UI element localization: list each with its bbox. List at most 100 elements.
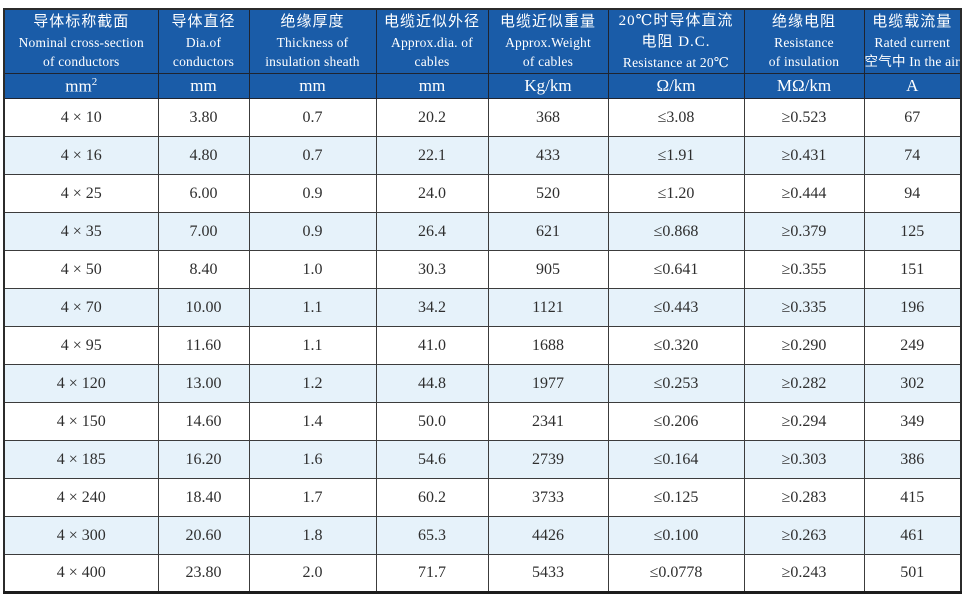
table-cell: ≥0.282 xyxy=(743,364,865,403)
table-cell: ≤1.20 xyxy=(607,174,745,213)
table-cell: 461 xyxy=(863,516,962,555)
header-line: insulation sheath xyxy=(265,54,360,69)
table-row: 4 × 120 13.00 1.2 44.8 1977 ≤0.253 ≥0.282 302 xyxy=(3,364,962,403)
header-cell-7: 电缆载流量 Rated current 空气中 In the air xyxy=(863,8,962,74)
header-cell-2: 绝缘厚度 Thickness of insulation sheath xyxy=(248,8,377,74)
table-cell: 0.9 xyxy=(248,212,377,251)
table-cell: 3.80 xyxy=(157,98,250,137)
table-cell: 125 xyxy=(863,212,962,251)
table-cell: 22.1 xyxy=(375,136,489,175)
table-row: 4 × 300 20.60 1.8 65.3 4426 ≤0.100 ≥0.263 461 xyxy=(3,516,962,555)
table-cell: 7.00 xyxy=(157,212,250,251)
header-cell-4: 电缆近似重量 Approx.Weight of cables xyxy=(487,8,609,74)
table-row: 4 × 95 11.60 1.1 41.0 1688 ≤0.320 ≥0.290 249 xyxy=(3,326,962,365)
table-cell: 249 xyxy=(863,326,962,365)
table-cell: 1688 xyxy=(487,326,609,365)
table-cell: 501 xyxy=(863,554,962,593)
table-cell: 26.4 xyxy=(375,212,489,251)
table-cell: 621 xyxy=(487,212,609,251)
table-cell: 5433 xyxy=(487,554,609,593)
unit-cell-6: MΩ/km xyxy=(743,73,865,99)
header-cell-5: 20℃时导体直流 电阻 D.C. Resistance at 20℃ xyxy=(607,8,745,74)
superscript: 2 xyxy=(91,75,98,88)
table-cell: ≤0.206 xyxy=(607,402,745,441)
table-cell: 11.60 xyxy=(157,326,250,365)
table-cell: 54.6 xyxy=(375,440,489,479)
table-cell: 4.80 xyxy=(157,136,250,175)
table-row: 4 × 70 10.00 1.1 34.2 1121 ≤0.443 ≥0.335 196 xyxy=(3,288,962,327)
table-cell: 74 xyxy=(863,136,962,175)
table-cell: 20.60 xyxy=(157,516,250,555)
table-cell: 65.3 xyxy=(375,516,489,555)
table-cell: 1121 xyxy=(487,288,609,327)
table-cell: 14.60 xyxy=(157,402,250,441)
table-cell: 30.3 xyxy=(375,250,489,289)
header-line: conductors xyxy=(172,54,235,69)
table-row: 4 × 50 8.40 1.0 30.3 905 ≤0.641 ≥0.355 151 xyxy=(3,250,962,289)
table-cell: ≤0.868 xyxy=(607,212,745,251)
table-cell: ≤0.100 xyxy=(607,516,745,555)
table-cell: 1977 xyxy=(487,364,609,403)
table-cell: ≥0.290 xyxy=(743,326,865,365)
header-line: Thickness of xyxy=(276,35,349,50)
header-line: Rated current xyxy=(874,35,951,50)
table-cell: 386 xyxy=(863,440,962,479)
table-cell: ≥0.243 xyxy=(743,554,865,593)
header-line: Approx.Weight xyxy=(505,35,591,50)
header-line: Dia.of xyxy=(185,35,222,50)
unit-cell-2: mm xyxy=(248,73,377,99)
header-line: 20℃时导体直流 xyxy=(618,13,734,29)
table-cell: 520 xyxy=(487,174,609,213)
table-body: 4 × 10 3.80 0.7 20.2 368 ≤3.08 ≥0.523 67 4 × 16 4… xyxy=(3,98,962,593)
table-cell: 1.7 xyxy=(248,478,377,517)
table-cell: 18.40 xyxy=(157,478,250,517)
table-cell: ≤0.320 xyxy=(607,326,745,365)
header-line: 绝缘厚度 xyxy=(280,14,345,30)
unit-cell-1: mm xyxy=(157,73,250,99)
table-cell: 349 xyxy=(863,402,962,441)
table-cell: 4 × 95 xyxy=(3,326,159,365)
header-line: 电缆载流量 xyxy=(872,14,953,30)
table-cell: 4 × 25 xyxy=(3,174,159,213)
unit-cell-3: mm xyxy=(375,73,489,99)
table-cell: 1.2 xyxy=(248,364,377,403)
table-cell: 1.8 xyxy=(248,516,377,555)
table-cell: 4426 xyxy=(487,516,609,555)
table-row: 4 × 35 7.00 0.9 26.4 621 ≤0.868 ≥0.379 125 xyxy=(3,212,962,251)
table-row: 4 × 10 3.80 0.7 20.2 368 ≤3.08 ≥0.523 67 xyxy=(3,98,962,137)
table-cell: 6.00 xyxy=(157,174,250,213)
table-cell: 2739 xyxy=(487,440,609,479)
table-cell: 1.0 xyxy=(248,250,377,289)
table-cell: 50.0 xyxy=(375,402,489,441)
table-cell: 196 xyxy=(863,288,962,327)
table-cell: 2.0 xyxy=(248,554,377,593)
header-cell-0: 导体标称截面 Nominal cross-section of conductors xyxy=(3,8,159,74)
header-line: 导体标称截面 xyxy=(33,14,130,30)
table-row: 4 × 16 4.80 0.7 22.1 433 ≤1.91 ≥0.431 74 xyxy=(3,136,962,175)
table-cell: ≤1.91 xyxy=(607,136,745,175)
unit-cell-0: mm2 xyxy=(3,73,159,99)
table-cell: ≥0.294 xyxy=(743,402,865,441)
table-cell: 0.9 xyxy=(248,174,377,213)
table-cell: 151 xyxy=(863,250,962,289)
header-line: Resistance xyxy=(774,35,834,50)
table-cell: ≥0.444 xyxy=(743,174,865,213)
table-cell: 34.2 xyxy=(375,288,489,327)
unit-row: mm2 mm mm mm Kg/km Ω/km MΩ/km A xyxy=(3,73,962,99)
table-cell: 4 × 240 xyxy=(3,478,159,517)
table-cell: 44.8 xyxy=(375,364,489,403)
header-line: Approx.dia. of xyxy=(391,35,473,50)
table-cell: 4 × 50 xyxy=(3,250,159,289)
table-cell: 41.0 xyxy=(375,326,489,365)
header-line: 空气中 In the air xyxy=(864,54,960,69)
header-cell-6: 绝缘电阻 Resistance of insulation xyxy=(743,8,865,74)
table-cell: 415 xyxy=(863,478,962,517)
header-line: 导体直径 xyxy=(171,14,236,30)
table-row: 4 × 400 23.80 2.0 71.7 5433 ≤0.0778 ≥0.243 501 xyxy=(3,554,962,593)
table-cell: 4 × 185 xyxy=(3,440,159,479)
header-line: Resistance at 20℃ xyxy=(622,55,730,70)
table-cell: 4 × 120 xyxy=(3,364,159,403)
table-row: 4 × 150 14.60 1.4 50.0 2341 ≤0.206 ≥0.294 349 xyxy=(3,402,962,441)
table-cell: 24.0 xyxy=(375,174,489,213)
